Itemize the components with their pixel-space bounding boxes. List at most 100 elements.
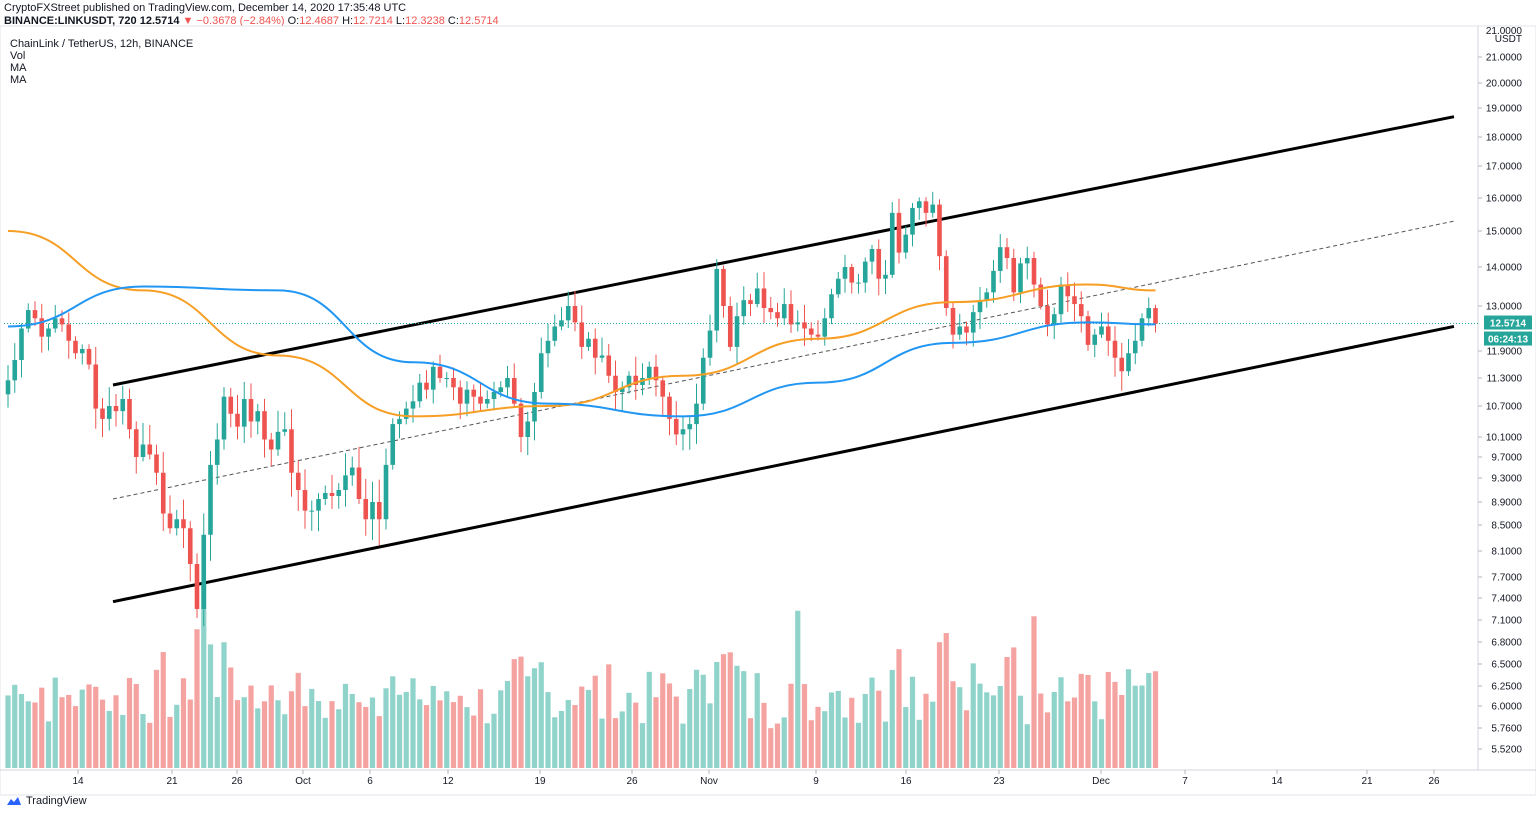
volume-bar [572,705,578,768]
candle-body [322,493,328,499]
volume-bar [1004,657,1010,768]
volume-bar [52,677,58,768]
volume-bar [275,700,281,768]
volume-bar [25,701,31,768]
volume-bar [396,694,403,768]
candle-body [248,399,254,422]
volume-bar [356,702,362,768]
candle-body [140,444,146,457]
volume-bar [1031,616,1037,768]
candle-body [424,382,429,390]
channel-upper-line [112,115,1455,387]
candle-body [653,366,659,381]
candle-body [842,267,848,279]
candle-body [525,421,531,437]
legend-ma-2[interactable]: MA [10,74,27,86]
price-tick-label: 7.4000 [1491,594,1522,605]
volume-bar [849,697,855,768]
candle-body [552,326,558,341]
countdown-badge: 06:24:13 [1488,335,1528,346]
tradingview-footer[interactable]: TradingView [6,795,87,807]
candle-body [633,375,639,385]
time-tick-label: 14 [1271,776,1283,787]
volume-bar [828,692,835,768]
volume-bar [626,692,632,768]
volume-bar [5,695,11,768]
time-tick-label: 7 [1182,776,1188,787]
legend-ma-1[interactable]: MA [10,62,27,74]
volume-bar [403,691,409,768]
volume-bar [207,644,214,768]
candle-body [1099,326,1104,335]
volume-bar [950,681,956,768]
candle-body [498,387,504,392]
volume-bar [86,684,92,768]
price-tick-label: 6.8000 [1491,638,1522,649]
volume-bar [32,702,38,768]
candle-body [52,318,58,329]
candle-body [977,300,983,313]
volume-bar [484,723,490,768]
candle-body [484,399,490,404]
volume-bar [99,699,106,768]
volume-bar [430,685,436,768]
low-label: L: [395,15,406,27]
time-tick-label: 26 [231,776,243,787]
volume-bar [1085,674,1091,768]
candle-body [349,467,355,476]
symbol-ohlc-line: BINANCE:LINKUSDT, 720 12.5714 ▼ −0.3678 … [4,15,499,27]
volume-bar [450,702,457,768]
candle-body [1153,308,1158,324]
candle-body [275,431,281,450]
candle-body [133,429,139,457]
legend-title: ChainLink / TetherUS, 12h, BINANCE [10,38,194,50]
volume-bar [66,694,72,768]
candle-body [694,403,699,425]
volume-bar [187,699,193,768]
candle-body [491,392,497,399]
volume-bar [315,701,322,768]
candle-body [856,282,861,284]
time-tick-label: 6 [367,776,373,787]
volume-bar [504,680,511,768]
volume-bar [255,708,261,768]
price-tick-label: 6.0000 [1491,702,1522,713]
volume-bar [491,713,497,768]
volume-bar [734,665,740,768]
candle-body [748,300,753,305]
volume-bar [126,677,133,768]
candle-body [39,318,45,337]
volume-bar [558,710,565,768]
candle-body [802,322,807,329]
close-label: C: [447,15,459,27]
price-tick-label: 21.0000 [1486,53,1523,64]
price-tick-label: 11.9000 [1487,347,1523,358]
volume-bar [288,691,295,768]
candle-body [788,304,794,325]
volume-bar [437,700,443,768]
candle-body [316,499,321,511]
candle-body [187,528,193,564]
volume-bar [876,690,882,768]
volume-bar [923,693,929,768]
volume-bar [869,677,875,768]
volume-bar [855,722,862,768]
volume-bar [680,723,686,768]
volume-bar [153,669,160,768]
volume-bar [970,663,976,768]
volume-bar [754,673,760,768]
volume-bar [727,652,733,768]
volume-bar [282,714,288,768]
volume-bar [1146,673,1152,768]
candle-body [768,308,774,313]
price-scale-top-tick: 21.0000 [1486,26,1523,37]
candle-body [876,249,882,279]
volume-bar [417,699,423,768]
high-value: 12.7214 [353,15,393,27]
price-tick-label: 7.7000 [1491,573,1522,584]
legend-vol[interactable]: Vol [10,50,26,62]
candle-body [1105,326,1111,341]
candle-body [1119,357,1125,372]
time-tick-label: 21 [166,776,178,787]
